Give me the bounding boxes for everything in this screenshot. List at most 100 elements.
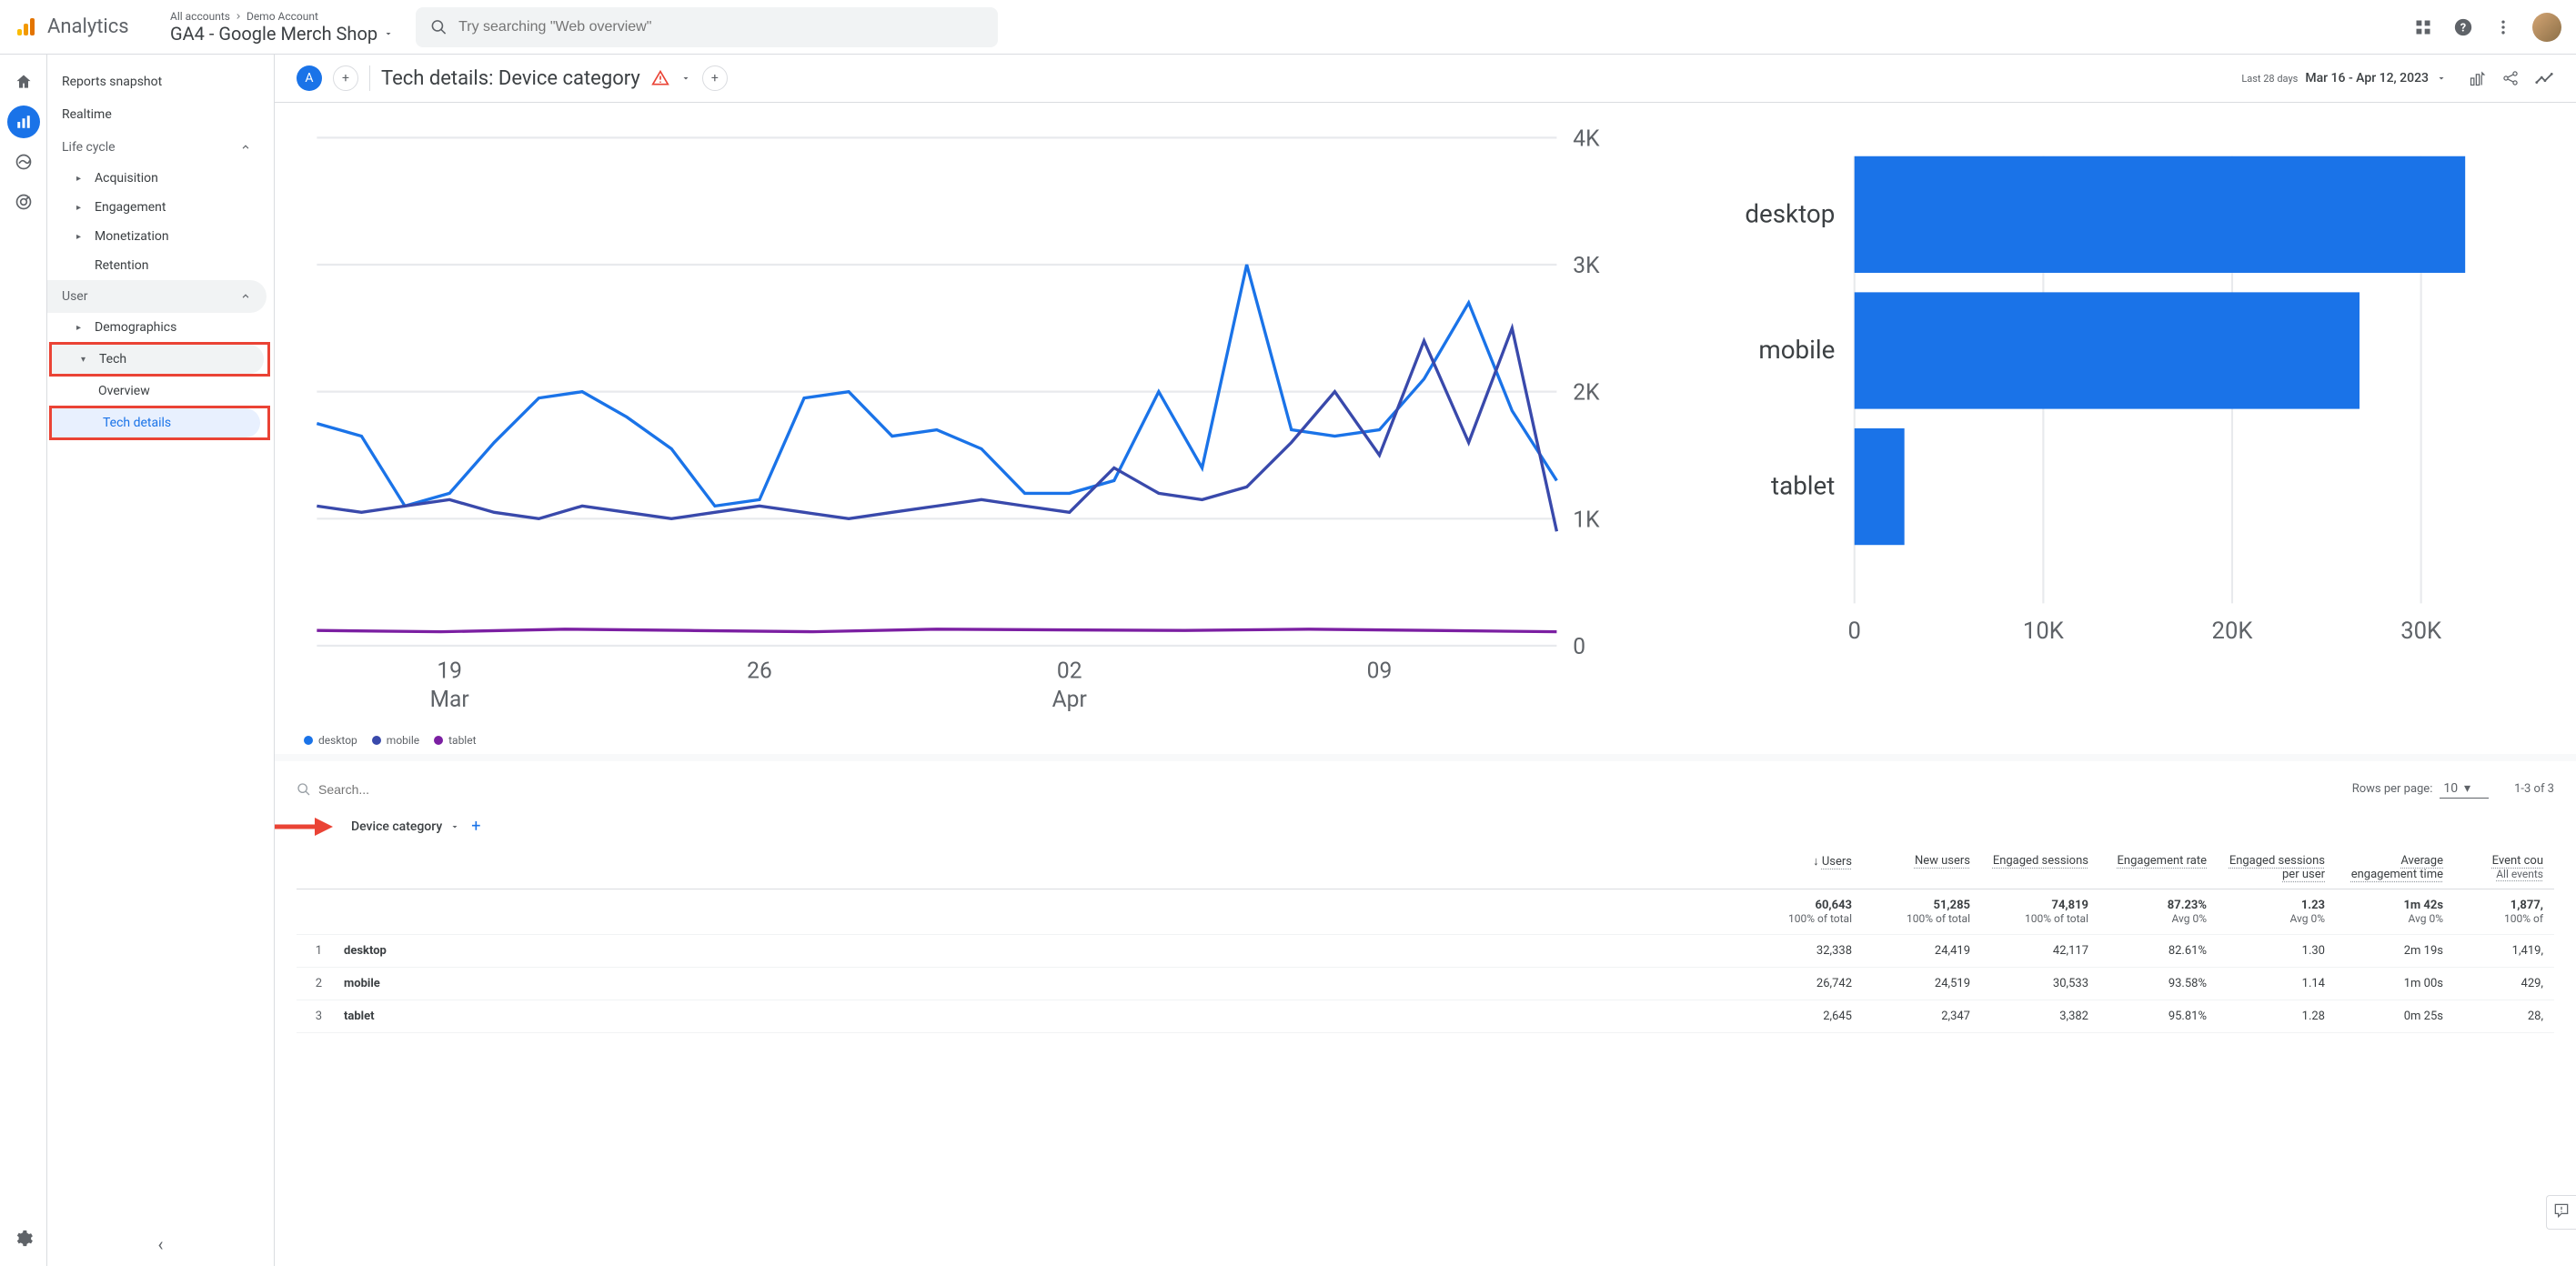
dimension-label: Device category: [351, 819, 442, 834]
svg-text:09: 09: [1367, 658, 1393, 684]
collapse-sidebar-icon[interactable]: ‹: [157, 1233, 163, 1255]
bar-chart: 010K20K30Kdesktopmobiletablet: [1660, 117, 2554, 747]
chevron-up-icon: [239, 290, 252, 303]
svg-text:0: 0: [1847, 618, 1860, 645]
table-search[interactable]: [297, 782, 2341, 797]
report-content: A + Tech details: Device category + Last…: [275, 55, 2576, 1266]
search-input[interactable]: [458, 19, 983, 35]
svg-text:desktop: desktop: [1745, 198, 1835, 228]
breadcrumb: All accounts Demo Account: [170, 10, 394, 23]
report-header: A + Tech details: Device category + Last…: [275, 55, 2576, 103]
breadcrumb-all: All accounts: [170, 10, 230, 23]
property-name: GA4 - Google Merch Shop: [170, 23, 377, 45]
sidebar-snapshot[interactable]: Reports snapshot: [47, 65, 274, 98]
legend-tablet[interactable]: tablet: [434, 734, 476, 747]
table-search-input[interactable]: [318, 782, 483, 797]
sidebar-tech-details[interactable]: Tech details: [52, 408, 260, 437]
app-header: Analytics All accounts Demo Account GA4 …: [0, 0, 2576, 55]
date-range-label: Last 28 days: [2241, 73, 2298, 85]
reports-sidebar: Reports snapshot Realtime Life cycle ▸Ac…: [47, 55, 275, 1266]
svg-text:26: 26: [747, 658, 772, 684]
sidebar-monetization[interactable]: ▸Monetization: [47, 222, 274, 251]
svg-text:1K: 1K: [1573, 506, 1600, 532]
feedback-icon: [2552, 1201, 2571, 1220]
feedback-tab[interactable]: [2546, 1195, 2576, 1230]
svg-text:30K: 30K: [2400, 618, 2442, 645]
svg-text:10K: 10K: [2023, 618, 2065, 645]
sidebar-retention[interactable]: Retention: [47, 251, 274, 280]
annotation-highlight-tech: ▾Tech: [49, 342, 270, 377]
sidebar-lifecycle-label: Life cycle: [62, 140, 116, 155]
home-icon[interactable]: [7, 65, 40, 98]
date-range-picker[interactable]: Last 28 days Mar 16 - Apr 12, 2023: [2241, 71, 2447, 85]
add-segment-button[interactable]: +: [333, 65, 358, 91]
sidebar-demographics[interactable]: ▸Demographics: [47, 313, 274, 342]
sidebar-monetization-label: Monetization: [95, 229, 169, 244]
share-icon[interactable]: [2501, 69, 2520, 87]
svg-text:02: 02: [1057, 658, 1082, 684]
chevron-right-icon: [234, 12, 243, 21]
sidebar-engagement-label: Engagement: [95, 200, 166, 215]
bar-chart-svg: 010K20K30Kdesktopmobiletablet: [1660, 117, 2554, 661]
sidebar-demographics-label: Demographics: [95, 320, 176, 335]
header-actions: ?: [2412, 13, 2561, 42]
svg-text:4K: 4K: [1573, 125, 1600, 151]
svg-text:2K: 2K: [1573, 379, 1600, 406]
rows-per-page-select[interactable]: 10 ▾: [2440, 779, 2489, 799]
help-icon[interactable]: ?: [2452, 16, 2474, 38]
table-row[interactable]: 2mobile26,74224,51930,53393.58%1.141m 00…: [297, 968, 2554, 1000]
svg-text:tablet: tablet: [1771, 471, 1835, 501]
annotation-arrow-icon: [275, 813, 333, 840]
warning-icon[interactable]: [651, 69, 669, 87]
svg-text:0: 0: [1573, 633, 1585, 659]
table-row[interactable]: 1desktop32,33824,41942,11782.61%1.302m 1…: [297, 935, 2554, 968]
breadcrumb-account: Demo Account: [247, 10, 318, 23]
sidebar-lifecycle[interactable]: Life cycle: [47, 131, 267, 164]
sidebar-tech[interactable]: ▾Tech: [52, 345, 264, 374]
report-title: Tech details: Device category: [381, 67, 640, 90]
legend-desktop[interactable]: desktop: [304, 734, 357, 747]
reports-icon[interactable]: [7, 106, 40, 138]
chevron-up-icon: [239, 141, 252, 154]
sidebar-realtime[interactable]: Realtime: [47, 98, 274, 131]
analytics-logo-icon: [15, 16, 36, 38]
dimension-picker[interactable]: Device category: [351, 819, 460, 834]
svg-text:20K: 20K: [2211, 618, 2253, 645]
segment-chip[interactable]: A: [297, 65, 322, 91]
avatar[interactable]: [2532, 13, 2561, 42]
svg-text:19: 19: [437, 658, 462, 684]
sidebar-user[interactable]: User: [47, 280, 267, 313]
insights-icon[interactable]: [2534, 68, 2554, 88]
date-range-value: Mar 16 - Apr 12, 2023: [2305, 71, 2429, 85]
sidebar-tech-overview[interactable]: Overview: [47, 377, 274, 406]
admin-gear-icon[interactable]: [7, 1222, 40, 1255]
sidebar-acquisition[interactable]: ▸Acquisition: [47, 164, 274, 193]
advertising-icon[interactable]: [7, 186, 40, 218]
search-icon: [297, 782, 311, 797]
data-table: ↓ UsersNew usersEngaged sessionsEngageme…: [297, 847, 2554, 1033]
svg-text:3K: 3K: [1573, 252, 1600, 278]
more-vert-icon[interactable]: [2492, 16, 2514, 38]
customize-icon[interactable]: [2469, 69, 2487, 87]
sidebar-acquisition-label: Acquisition: [95, 171, 158, 186]
account-area[interactable]: All accounts Demo Account GA4 - Google M…: [170, 10, 394, 45]
search-box[interactable]: [416, 7, 998, 47]
search-icon: [430, 18, 448, 36]
add-dimension-button[interactable]: +: [471, 817, 480, 836]
data-table-area: Rows per page: 10 ▾ 1-3 of 3 Device cate…: [275, 761, 2576, 1266]
sidebar-tech-label: Tech: [99, 352, 126, 367]
svg-text:Apr: Apr: [1052, 686, 1087, 712]
explore-icon[interactable]: [7, 146, 40, 178]
apps-icon[interactable]: [2412, 16, 2434, 38]
caret-down-icon[interactable]: [680, 73, 691, 84]
caret-down-icon[interactable]: [383, 28, 394, 39]
rows-per-page-label: Rows per page:: [2352, 782, 2433, 796]
add-comparison-button[interactable]: +: [702, 65, 728, 91]
logo-area: Analytics: [15, 15, 156, 38]
product-name: Analytics: [47, 15, 129, 38]
chart-legend: desktop mobile tablet: [297, 734, 1638, 747]
legend-mobile[interactable]: mobile: [372, 734, 419, 747]
table-row[interactable]: 3tablet2,6452,3473,38295.81%1.280m 25s28…: [297, 1000, 2554, 1033]
sidebar-engagement[interactable]: ▸Engagement: [47, 193, 274, 222]
caret-down-icon: [449, 821, 460, 832]
